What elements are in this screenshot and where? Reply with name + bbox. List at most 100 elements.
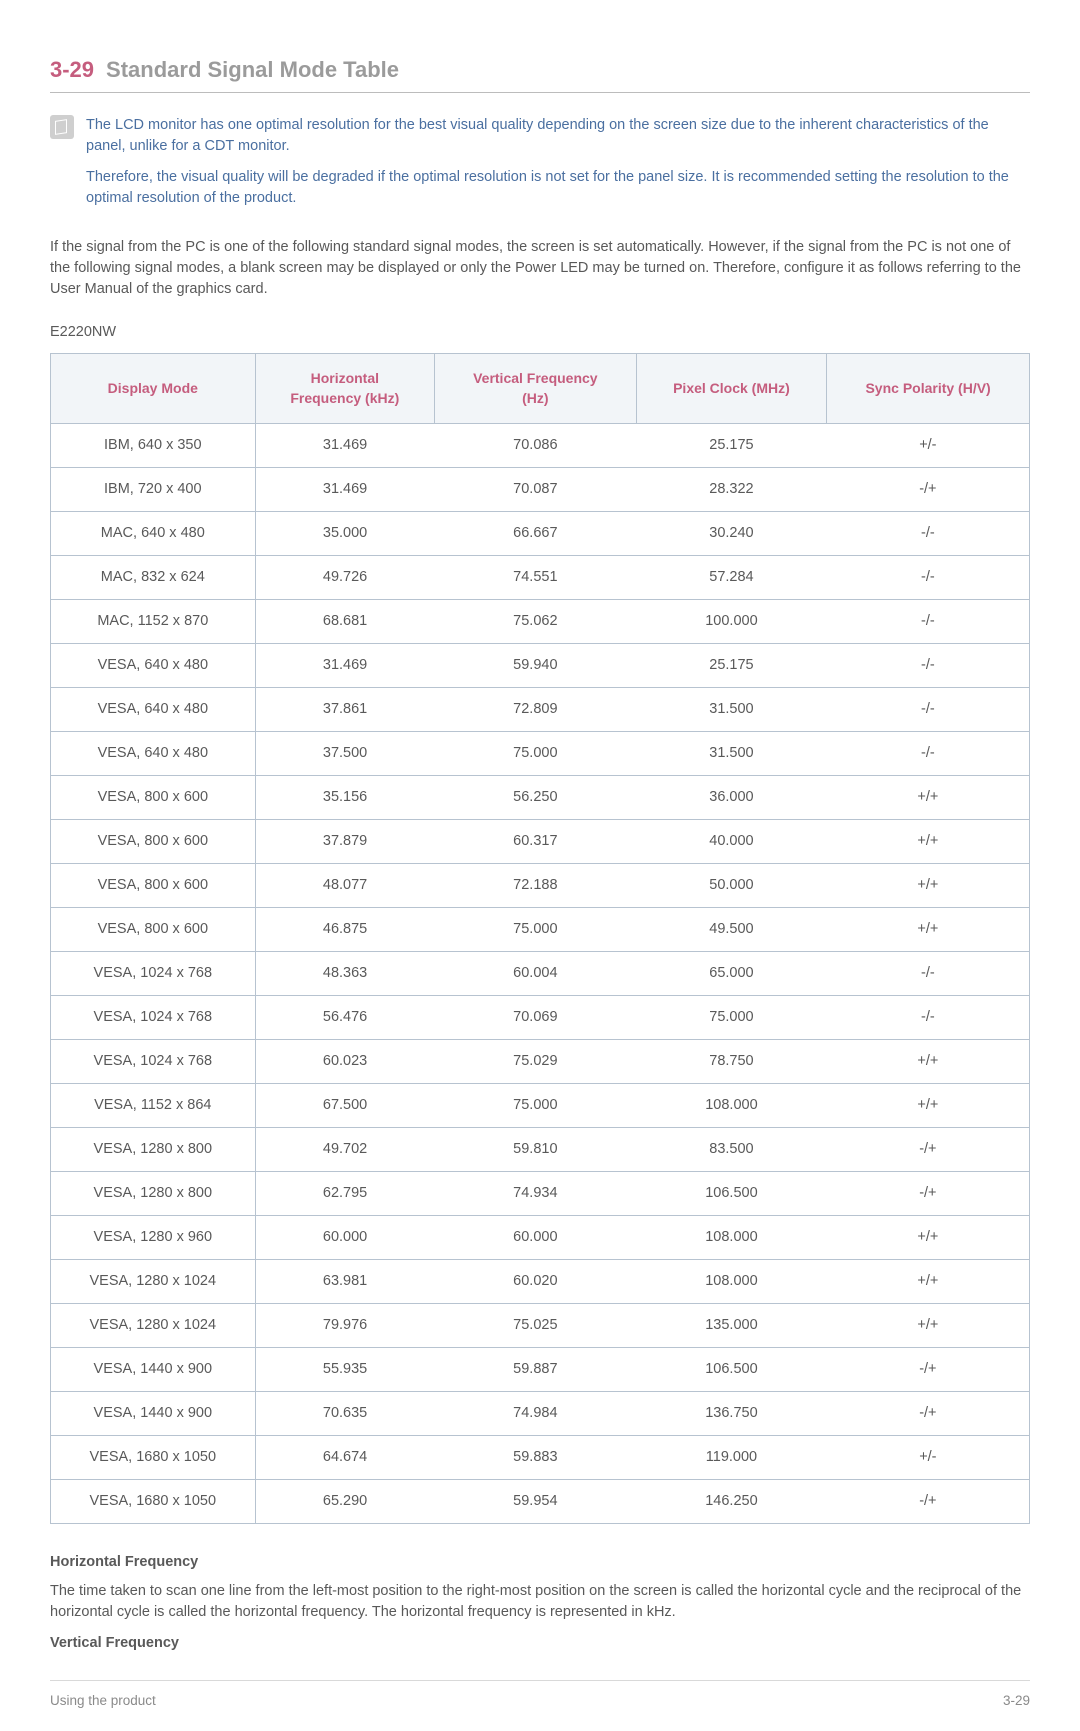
table-cell: +/+: [827, 1039, 1030, 1083]
table-cell: 63.981: [255, 1259, 434, 1303]
table-cell: 37.861: [255, 687, 434, 731]
table-cell: VESA, 640 x 480: [51, 643, 256, 687]
table-cell: 70.069: [435, 995, 637, 1039]
note-paragraph-1: The LCD monitor has one optimal resoluti…: [86, 115, 1030, 157]
table-cell: 75.000: [435, 731, 637, 775]
table-cell: +/+: [827, 1303, 1030, 1347]
table-cell: 31.469: [255, 467, 434, 511]
table-cell: 56.250: [435, 775, 637, 819]
table-cell: 60.317: [435, 819, 637, 863]
table-cell: 146.250: [636, 1479, 827, 1523]
table-cell: +/+: [827, 907, 1030, 951]
table-cell: VESA, 800 x 600: [51, 863, 256, 907]
table-cell: 48.363: [255, 951, 434, 995]
col-h-freq: HorizontalFrequency (kHz): [255, 354, 434, 424]
table-cell: 70.086: [435, 423, 637, 467]
table-cell: IBM, 720 x 400: [51, 467, 256, 511]
table-cell: -/+: [827, 1171, 1030, 1215]
table-cell: 65.290: [255, 1479, 434, 1523]
table-cell: 31.500: [636, 731, 827, 775]
table-cell: VESA, 1280 x 800: [51, 1127, 256, 1171]
col-v-freq: Vertical Frequency(Hz): [435, 354, 637, 424]
table-row: VESA, 1024 x 76848.36360.00465.000-/-: [51, 951, 1030, 995]
table-cell: 136.750: [636, 1391, 827, 1435]
table-cell: 35.000: [255, 511, 434, 555]
table-cell: 36.000: [636, 775, 827, 819]
table-cell: 49.702: [255, 1127, 434, 1171]
note-icon: [50, 115, 74, 139]
table-cell: 108.000: [636, 1215, 827, 1259]
table-cell: 59.887: [435, 1347, 637, 1391]
table-cell: 60.000: [255, 1215, 434, 1259]
table-cell: -/-: [827, 995, 1030, 1039]
table-cell: 75.000: [435, 1083, 637, 1127]
table-cell: 100.000: [636, 599, 827, 643]
table-cell: MAC, 832 x 624: [51, 555, 256, 599]
table-cell: 30.240: [636, 511, 827, 555]
table-row: VESA, 1680 x 105064.67459.883119.000+/-: [51, 1435, 1030, 1479]
table-cell: 74.984: [435, 1391, 637, 1435]
table-cell: 60.000: [435, 1215, 637, 1259]
table-cell: +/-: [827, 423, 1030, 467]
note-text: The LCD monitor has one optimal resoluti…: [86, 115, 1030, 219]
table-cell: 55.935: [255, 1347, 434, 1391]
table-row: VESA, 800 x 60046.87575.00049.500+/+: [51, 907, 1030, 951]
info-note: The LCD monitor has one optimal resoluti…: [50, 115, 1030, 219]
table-cell: -/-: [827, 643, 1030, 687]
table-row: IBM, 640 x 35031.46970.08625.175+/-: [51, 423, 1030, 467]
table-cell: 75.000: [636, 995, 827, 1039]
table-cell: 78.750: [636, 1039, 827, 1083]
table-cell: 28.322: [636, 467, 827, 511]
table-cell: 56.476: [255, 995, 434, 1039]
table-cell: -/-: [827, 687, 1030, 731]
table-cell: +/+: [827, 775, 1030, 819]
section-heading: 3-29 Standard Signal Mode Table: [50, 54, 1030, 93]
table-cell: 59.883: [435, 1435, 637, 1479]
page-footer: Using the product 3-29: [50, 1680, 1030, 1711]
body-paragraph: If the signal from the PC is one of the …: [50, 237, 1030, 300]
table-row: VESA, 1280 x 96060.00060.000108.000+/+: [51, 1215, 1030, 1259]
table-cell: -/+: [827, 1479, 1030, 1523]
table-cell: +/-: [827, 1435, 1030, 1479]
table-cell: 70.635: [255, 1391, 434, 1435]
table-cell: 59.810: [435, 1127, 637, 1171]
table-cell: VESA, 1152 x 864: [51, 1083, 256, 1127]
table-cell: 75.062: [435, 599, 637, 643]
table-cell: 70.087: [435, 467, 637, 511]
table-cell: +/+: [827, 863, 1030, 907]
table-cell: VESA, 1440 x 900: [51, 1391, 256, 1435]
table-row: VESA, 640 x 48031.46959.94025.175-/-: [51, 643, 1030, 687]
table-header-row: Display Mode HorizontalFrequency (kHz) V…: [51, 354, 1030, 424]
table-cell: 60.023: [255, 1039, 434, 1083]
table-cell: -/-: [827, 511, 1030, 555]
table-cell: 72.188: [435, 863, 637, 907]
table-cell: 65.000: [636, 951, 827, 995]
table-cell: +/+: [827, 1083, 1030, 1127]
table-cell: IBM, 640 x 350: [51, 423, 256, 467]
table-cell: VESA, 1024 x 768: [51, 995, 256, 1039]
table-row: VESA, 800 x 60048.07772.18850.000+/+: [51, 863, 1030, 907]
table-cell: 49.500: [636, 907, 827, 951]
table-cell: VESA, 1024 x 768: [51, 951, 256, 995]
table-cell: 25.175: [636, 643, 827, 687]
footer-right: 3-29: [1003, 1691, 1030, 1711]
table-row: VESA, 1280 x 102463.98160.020108.000+/+: [51, 1259, 1030, 1303]
table-cell: 57.284: [636, 555, 827, 599]
horizontal-freq-heading: Horizontal Frequency: [50, 1552, 1030, 1573]
table-cell: 75.029: [435, 1039, 637, 1083]
table-cell: 62.795: [255, 1171, 434, 1215]
table-cell: 50.000: [636, 863, 827, 907]
table-cell: 37.500: [255, 731, 434, 775]
table-cell: -/-: [827, 599, 1030, 643]
table-cell: -/+: [827, 1127, 1030, 1171]
table-row: VESA, 640 x 48037.86172.80931.500-/-: [51, 687, 1030, 731]
table-cell: -/+: [827, 1347, 1030, 1391]
table-cell: 119.000: [636, 1435, 827, 1479]
horizontal-freq-body: The time taken to scan one line from the…: [50, 1581, 1030, 1623]
table-cell: 35.156: [255, 775, 434, 819]
table-cell: 31.469: [255, 423, 434, 467]
table-cell: 31.500: [636, 687, 827, 731]
col-pixel-clock: Pixel Clock (MHz): [636, 354, 827, 424]
table-row: VESA, 1680 x 105065.29059.954146.250-/+: [51, 1479, 1030, 1523]
section-number: 3-29: [50, 54, 94, 86]
